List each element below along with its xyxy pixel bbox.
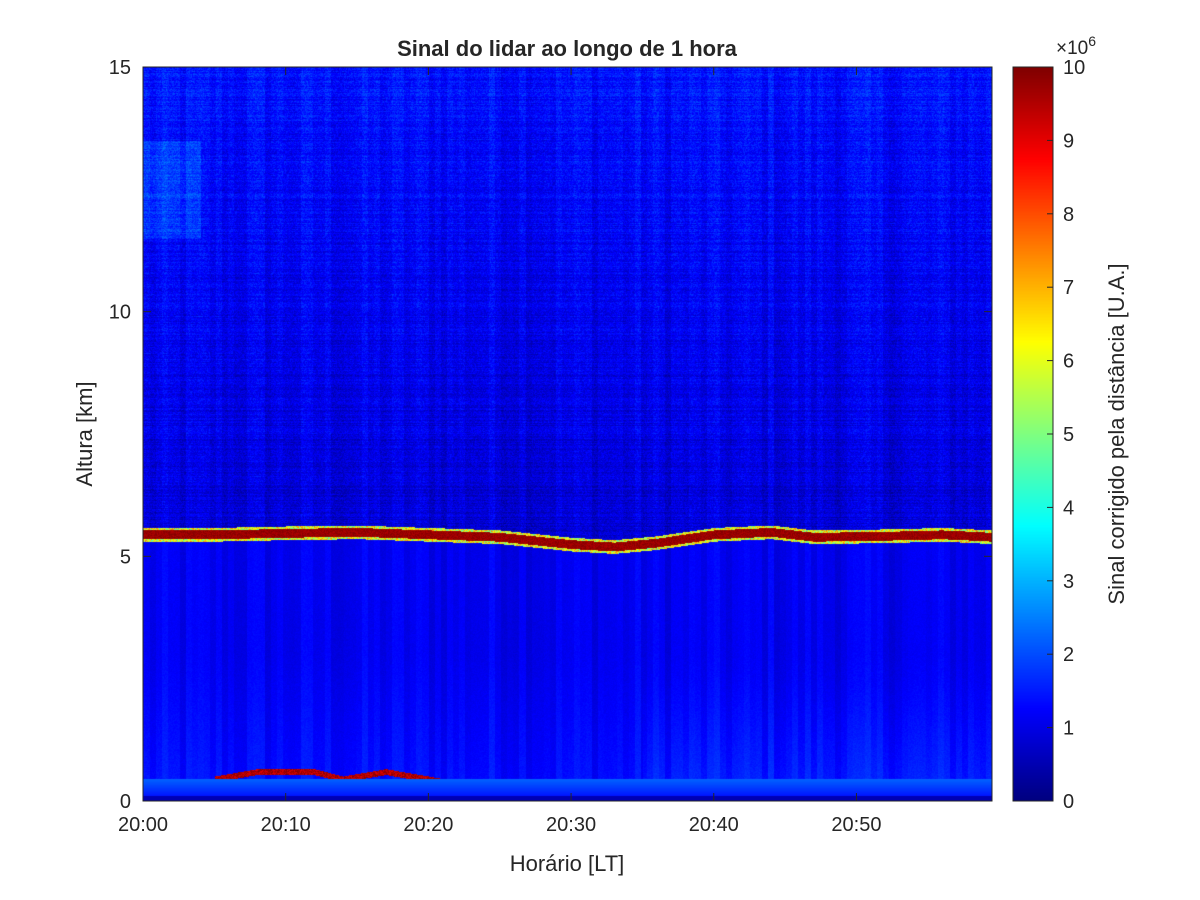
x-axis: 20:00 20:10 20:20 20:30 20:40 20:50	[118, 67, 881, 836]
y-tick-label: 10	[109, 302, 131, 324]
colorbar-axis: 0 1 2 3 4 5 6 7 8 9 10	[1047, 57, 1085, 813]
colorbar-tick-label: 0	[1063, 791, 1074, 813]
heatmap-image-container	[143, 67, 992, 801]
colorbar-tick-label: 7	[1063, 277, 1074, 299]
colorbar-gradient	[1013, 67, 1053, 801]
colorbar-exponent-base: ×10	[1056, 38, 1088, 59]
y-axis: 0 5 10 15	[109, 57, 992, 813]
x-tick-label: 20:30	[546, 814, 596, 836]
x-tick-label: 20:50	[831, 814, 881, 836]
colorbar-tick-label: 6	[1063, 351, 1074, 373]
colorbar-label: Sinal corrigido pela distância [U.A.]	[1104, 263, 1129, 604]
heatmap-image	[143, 67, 992, 801]
x-tick-label: 20:10	[261, 814, 311, 836]
colorbar-tick-label: 9	[1063, 130, 1074, 152]
x-tick-label: 20:00	[118, 814, 168, 836]
chart-title: Sinal do lidar ao longo de 1 hora	[397, 36, 738, 61]
colorbar-tick-label: 3	[1063, 571, 1074, 593]
y-tick-label: 0	[120, 791, 131, 813]
y-tick-label: 5	[120, 546, 131, 568]
colorbar-tick-label: 2	[1063, 644, 1074, 666]
y-tick-label: 15	[109, 57, 131, 79]
colorbar-exponent-power: 6	[1088, 33, 1096, 49]
colorbar-exponent: ×106	[1056, 33, 1096, 59]
colorbar-tick-label: 1	[1063, 718, 1074, 740]
x-axis-label: Horário [LT]	[510, 851, 625, 876]
plot-frame	[142, 66, 993, 802]
y-axis-label: Altura [km]	[72, 381, 97, 486]
x-tick-label: 20:40	[689, 814, 739, 836]
colorbar-tick-label: 10	[1063, 57, 1085, 79]
colorbar-container	[1013, 67, 1053, 801]
colorbar-tick-label: 8	[1063, 204, 1074, 226]
x-tick-label: 20:20	[403, 814, 453, 836]
colorbar-tick-label: 4	[1063, 497, 1074, 519]
colorbar-tick-label: 5	[1063, 424, 1074, 446]
